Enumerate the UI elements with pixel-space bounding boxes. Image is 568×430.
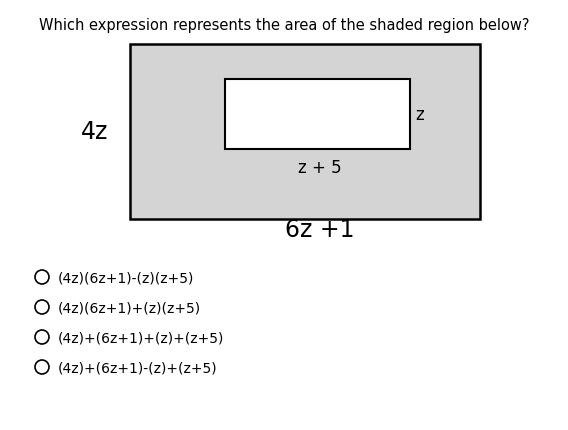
Text: (4z)(6z+1)+(z)(z+5): (4z)(6z+1)+(z)(z+5) [58, 300, 201, 314]
Bar [130, 45, 480, 219]
Text: Which expression represents the area of the shaded region below?: Which expression represents the area of … [39, 18, 529, 33]
Text: (4z)+(6z+1)+(z)+(z+5): (4z)+(6z+1)+(z)+(z+5) [58, 330, 224, 344]
Text: z: z [415, 106, 424, 124]
Text: 6z +1: 6z +1 [285, 218, 355, 241]
Text: z + 5: z + 5 [298, 159, 342, 177]
Text: (4z)+(6z+1)-(z)+(z+5): (4z)+(6z+1)-(z)+(z+5) [58, 360, 218, 374]
Text: 4z: 4z [81, 120, 108, 144]
Text: (4z)(6z+1)-(z)(z+5): (4z)(6z+1)-(z)(z+5) [58, 270, 194, 284]
Bar [225, 80, 410, 150]
